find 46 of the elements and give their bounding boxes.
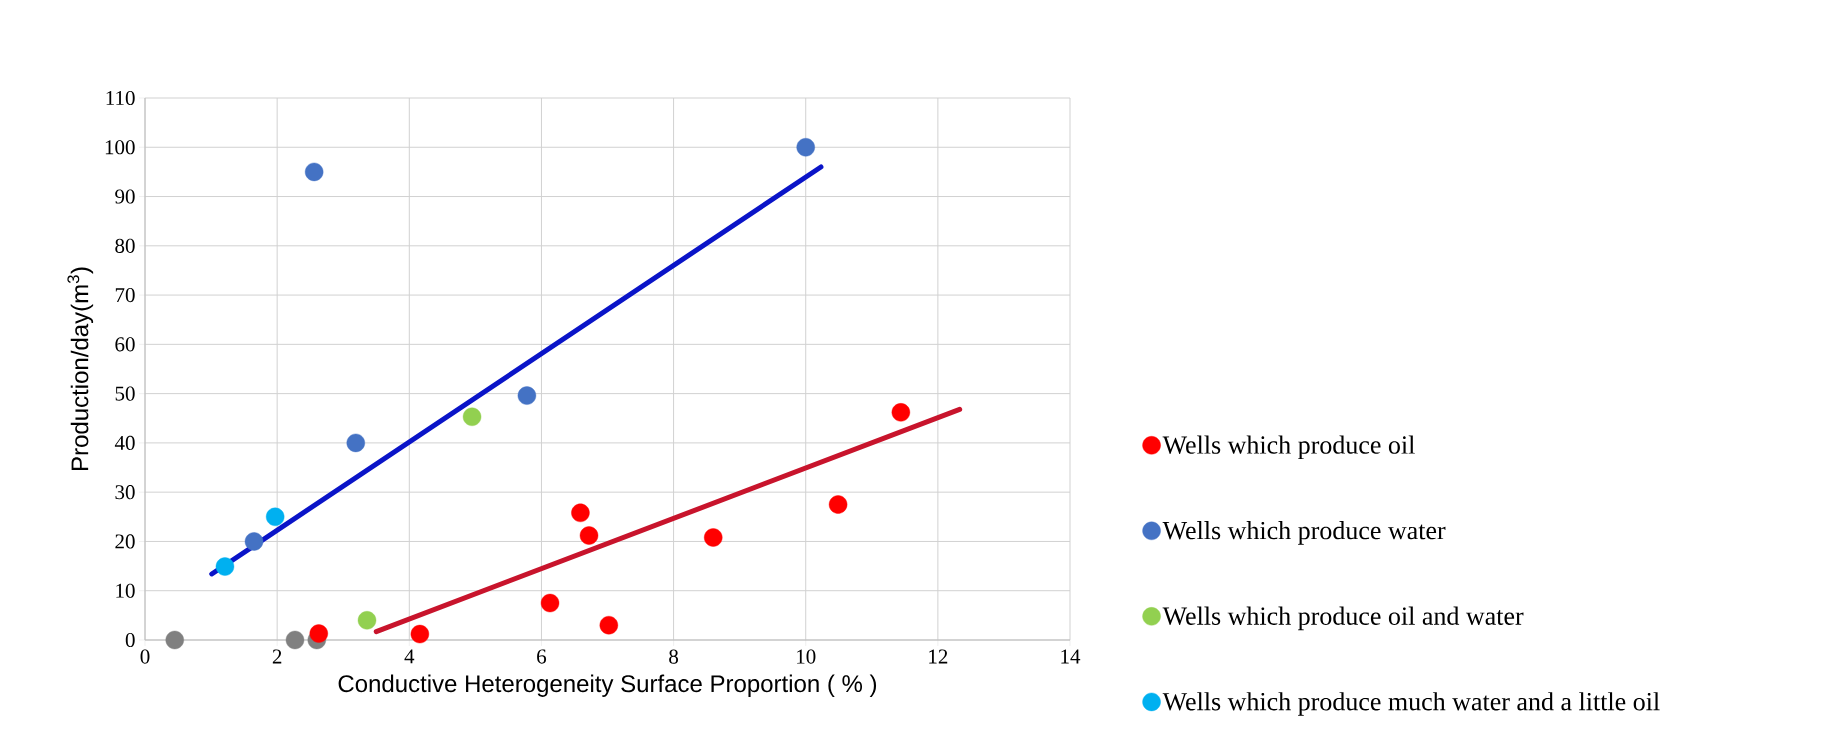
x-tick-label: 4: [404, 649, 415, 664]
x-tick-label: 0: [140, 649, 150, 664]
point: [828, 495, 848, 514]
point: [304, 162, 324, 182]
y-tick-label: 70: [115, 288, 135, 303]
legend-label: Wells which produce water: [1162, 521, 1446, 545]
point: [165, 630, 184, 650]
y-tick-label: 110: [106, 90, 135, 106]
point: [517, 386, 537, 405]
y-tick-label: 60: [115, 337, 135, 352]
point: [215, 557, 235, 576]
x-tick-label: 6: [537, 649, 547, 664]
y-tick-label: 80: [115, 238, 135, 253]
y-tick-label: 0: [125, 632, 135, 648]
x-tick-label: 2: [272, 649, 282, 664]
point: [796, 138, 815, 157]
point: [462, 407, 482, 426]
point: [346, 433, 365, 453]
point: [540, 593, 560, 613]
x-tick-label: 10: [797, 649, 816, 664]
point: [599, 616, 619, 635]
point: [265, 507, 285, 526]
point: [285, 630, 305, 650]
legend-label: Wells which produce oil and water: [1162, 606, 1524, 631]
point: [579, 526, 599, 545]
legend-label: Wells which produce much water and a little oil: [1162, 692, 1660, 716]
x-axis-title: Conductive Heterogeneity Surface Proportion ( % ): [338, 674, 877, 697]
y-tick-label: 90: [115, 189, 135, 204]
x-tick-label: 8: [669, 649, 679, 664]
y-tick-label: 20: [115, 534, 135, 549]
y-tick-label: 10: [116, 583, 135, 598]
point: [244, 532, 264, 551]
point: [410, 624, 430, 644]
x-tick-label: 12: [929, 649, 948, 664]
y-tick-label: 100: [105, 140, 135, 155]
point: [309, 624, 328, 643]
point: [571, 503, 590, 523]
y-tick-label: 30: [115, 485, 135, 500]
y-tick-label: 40: [114, 435, 135, 450]
y-tick-label: 50: [115, 386, 135, 401]
point: [704, 528, 723, 547]
legend-label: Wells which produce oil: [1162, 435, 1415, 460]
x-tick-label: 14: [1061, 649, 1081, 664]
y-axis-title: Production/day(m$^{3}$): [67, 267, 94, 470]
point: [357, 611, 377, 630]
point: [891, 403, 911, 422]
